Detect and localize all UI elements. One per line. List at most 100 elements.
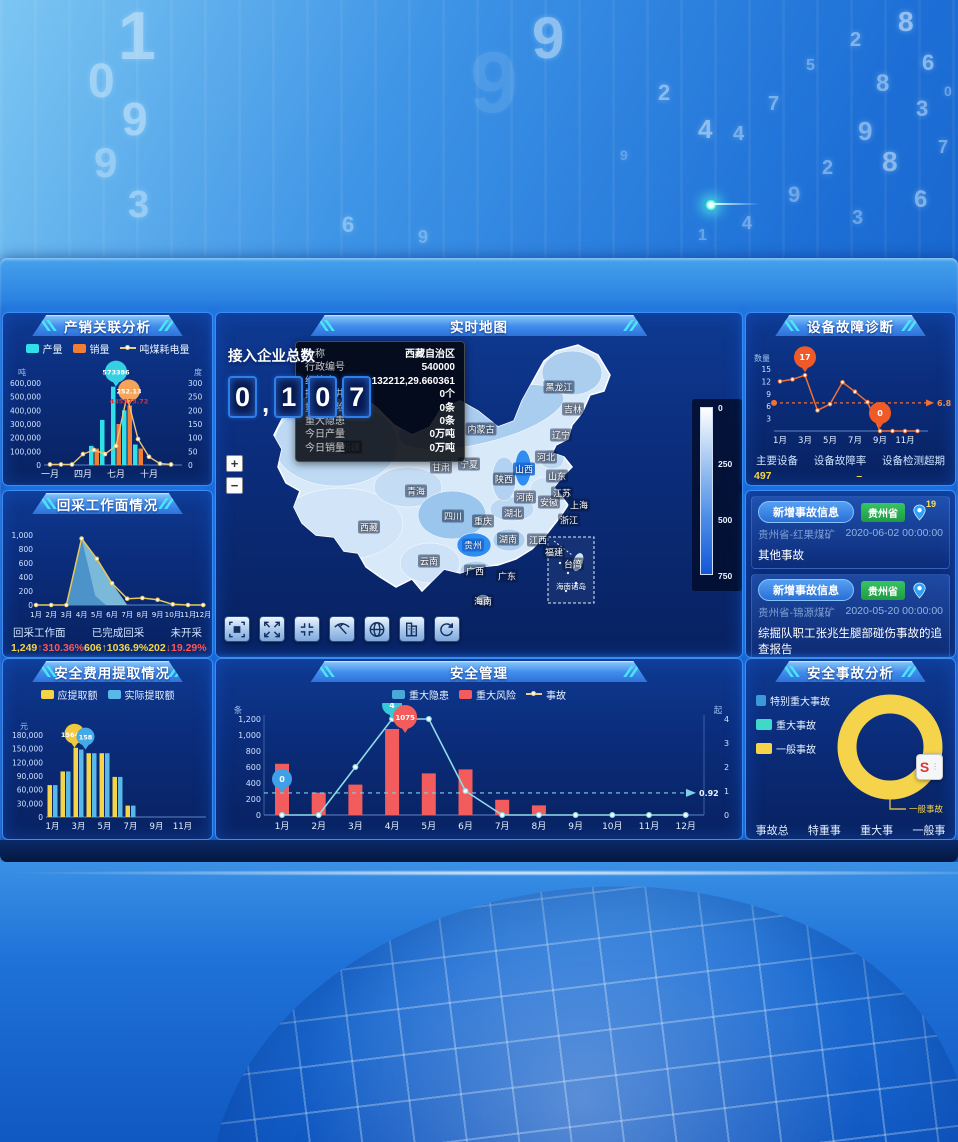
location-pin[interactable]: 19 (912, 499, 936, 521)
panel-title-text: 设备故障诊断 (807, 319, 894, 335)
legend-dot-icon (124, 344, 130, 350)
safety-mgmt-chart[interactable]: 条 起 0 200 400 600 800 1,000 1,200 0 1 2 3 4 1月 2月 3月 4月 5月… (218, 703, 740, 839)
province-label[interactable]: 山东 (545, 469, 569, 483)
svg-text:800: 800 (18, 545, 33, 554)
legend-item[interactable]: 重大事故 (756, 717, 830, 732)
tooltip-row: 全称 西藏自治区 (305, 348, 455, 361)
province-label[interactable]: 西藏 (357, 520, 381, 534)
svg-text:度: 度 (194, 367, 202, 377)
province-label[interactable]: 四川 (441, 509, 465, 523)
tooltip-key: 全称 (305, 349, 325, 360)
legend-item[interactable]: 实际提取额 (107, 687, 175, 702)
province-label[interactable]: 安徽 (537, 495, 561, 509)
floating-widget[interactable]: S ⋮ (916, 754, 943, 780)
province-label[interactable]: 广西 (463, 564, 487, 578)
province-badge[interactable]: 贵州省 (861, 580, 905, 600)
safety-fee-chart[interactable]: 元 0 30,000 60,000 90,000 120,000 150,000 180,00… (6, 703, 210, 835)
province-label[interactable]: 辽宁 (549, 428, 573, 442)
tooltip-value: 540000 (421, 362, 455, 374)
province-label[interactable]: 广东 (495, 569, 519, 583)
location-pin[interactable] (912, 582, 927, 599)
new-accident-button[interactable]: 新增事故信息 (758, 579, 854, 601)
accident-donut-chart[interactable]: 一般事故 (830, 685, 952, 827)
tooltip-row: 今日销量 0万吨 (305, 442, 455, 455)
legend-item[interactable]: 产量 (25, 341, 63, 356)
svg-text:9: 9 (766, 390, 771, 399)
legend-item[interactable]: 吨煤耗电量 (119, 341, 190, 356)
svg-text:5月: 5月 (97, 822, 111, 832)
new-accident-button[interactable]: 新增事故信息 (758, 501, 854, 523)
svg-text:0: 0 (256, 811, 261, 820)
tooltip-key: 今日销量 (305, 442, 345, 454)
svg-text:12: 12 (761, 377, 771, 386)
title-plate: 实时地图 (311, 315, 648, 336)
province-label[interactable]: 海南 (471, 594, 495, 608)
svg-text:12月: 12月 (195, 610, 210, 619)
svg-text:9月: 9月 (149, 822, 163, 832)
province-badge[interactable]: 贵州省 (861, 502, 905, 522)
province-label[interactable]: 江西 (526, 533, 550, 547)
map-zoom-control: + − (226, 455, 243, 494)
legend-item[interactable]: 特别重大事故 (756, 693, 830, 708)
province-label[interactable]: 河北 (534, 450, 558, 464)
legend-item[interactable]: 重大风险 (459, 687, 516, 702)
tooltip-value: 0万吨 (429, 429, 455, 441)
svg-text:7月: 7月 (123, 822, 137, 832)
province-label[interactable]: 上海 (567, 498, 591, 512)
map-tool-globe-icon[interactable] (364, 616, 390, 642)
svg-text:1: 1 (724, 787, 729, 796)
map-zoom-in-button[interactable]: + (226, 455, 243, 472)
scale-gradient-bar (700, 407, 713, 575)
province-label[interactable]: 黑龙江 (543, 380, 575, 394)
map-tool-building-icon[interactable] (399, 616, 425, 642)
location-pin-icon (913, 582, 926, 599)
province-label[interactable]: 福建 (542, 545, 566, 559)
province-label[interactable]: 青海 (404, 484, 428, 498)
svg-text:2: 2 (724, 763, 729, 772)
map-tool-refresh-icon[interactable] (434, 616, 460, 642)
map-tool-frame-select-icon[interactable] (224, 616, 250, 642)
province-label[interactable]: 台湾 (561, 557, 585, 571)
province-label[interactable]: 云南 (417, 554, 441, 568)
province-label[interactable]: 山西 (512, 462, 536, 476)
province-label[interactable]: 江苏 (550, 486, 574, 500)
backdrop-digit: 2 (658, 80, 671, 105)
map-zoom-out-button[interactable]: − (226, 477, 243, 494)
province-label[interactable]: 贵州 (461, 538, 485, 552)
legend-item[interactable]: 应提取额 (40, 687, 98, 702)
province-label[interactable]: 内蒙古 (465, 422, 497, 436)
svg-text:1月: 1月 (30, 610, 42, 619)
province-label[interactable]: 重庆 (471, 514, 495, 528)
legend-item[interactable]: 事故 (526, 687, 566, 702)
legend-item[interactable]: 一般事故 (756, 741, 830, 756)
province-label[interactable]: 浙江 (557, 513, 581, 527)
province-label[interactable]: 湖北 (501, 506, 525, 520)
china-map[interactable]: 海南诸岛 黑龙江吉林辽宁内蒙古河北山东山西陕西宁夏甘肃青海新疆西藏四川重庆河南湖… (216, 339, 742, 657)
map-tool-collapse-icon[interactable] (294, 616, 320, 642)
accident-card-meta: 贵州省-红果煤矿 2020-06-02 00:00:00 (758, 527, 943, 542)
legend-swatch-icon (40, 689, 54, 699)
prod-sales-chart[interactable]: 吨 度 0 100,000 200,000 300,000 400,000 500,000 60… (6, 357, 210, 481)
donut-footer-label: 事故总 (755, 825, 789, 837)
svg-text:元: 元 (20, 722, 28, 731)
svg-text:200: 200 (246, 795, 261, 804)
svg-text:0: 0 (36, 461, 41, 470)
tooltip-value: 0万吨 (429, 442, 455, 454)
svg-text:1,000: 1,000 (238, 731, 261, 740)
title-plate: 回采工作面情况 (32, 493, 182, 514)
province-label[interactable]: 甘肃 (429, 460, 453, 474)
province-label[interactable]: 吉林 (561, 402, 585, 416)
legend-item[interactable]: 重大隐患 (392, 687, 449, 702)
map-tooltip: 全称西藏自治区行政编号540000经纬度91.132212,29.660361接… (295, 341, 465, 463)
legend-label: 重大风险 (476, 690, 516, 702)
legend-item[interactable]: 销量 (72, 341, 110, 356)
counter-label: 接入企业总数 (228, 349, 315, 365)
equip-fault-chart[interactable]: 数量 3 6 9 12 15 1月 3月 5月 7月 9月 11月 6.8 17 0 (748, 339, 954, 449)
map-tool-expand-icon[interactable] (259, 616, 285, 642)
map-tool-mine-icon[interactable] (329, 616, 355, 642)
province-label[interactable]: 湖南 (496, 532, 520, 546)
province-label[interactable]: 河南 (513, 490, 537, 504)
province-label[interactable]: 陕西 (492, 472, 516, 486)
